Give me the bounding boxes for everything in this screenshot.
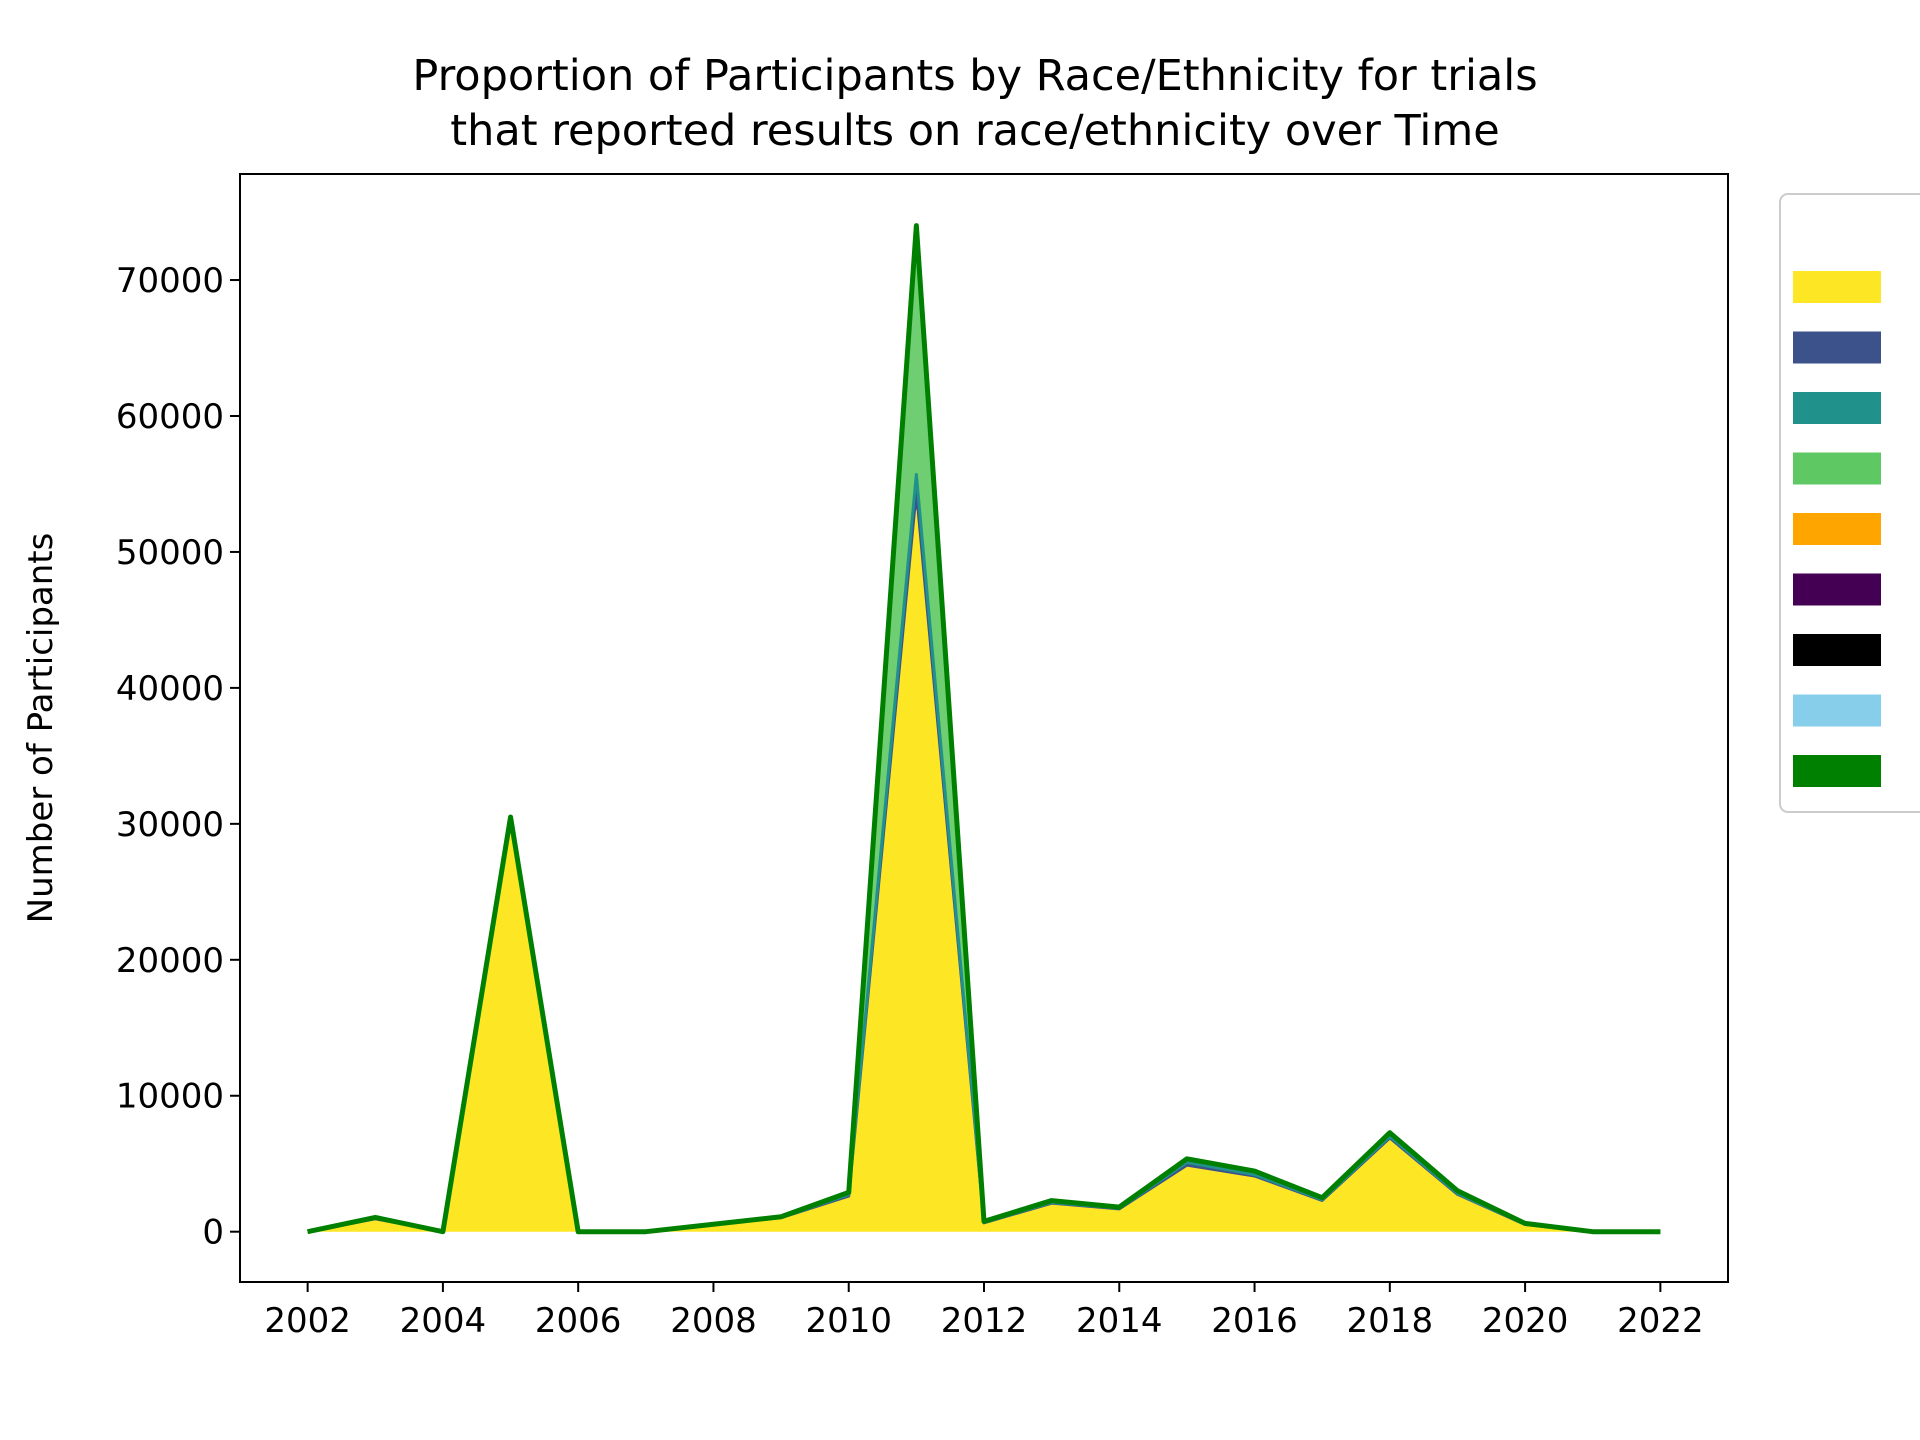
y-tick-label: 0: [202, 1213, 224, 1253]
x-tick-label: 2010: [805, 1301, 892, 1341]
legend-swatch-6: [1793, 573, 1881, 606]
x-tick-label: 2018: [1347, 1301, 1434, 1341]
legend: [1779, 193, 1920, 813]
y-axis: 0 10000 20000 30000 40000 50000 60000 70000: [116, 261, 240, 1253]
x-tick-label: 2014: [1076, 1301, 1163, 1341]
area-series-group: [307, 225, 1661, 1232]
legend-swatch-2: [1793, 331, 1881, 364]
legend-swatch-9: [1793, 755, 1881, 787]
legend-swatch-1: [1793, 271, 1881, 303]
y-tick-label: 50000: [116, 533, 224, 573]
x-tick-label: 2020: [1482, 1301, 1569, 1341]
x-tick-label: 2006: [535, 1301, 622, 1341]
x-tick-label: 2022: [1617, 1301, 1704, 1341]
area-series-1: [307, 511, 1661, 1232]
legend-swatch-3: [1793, 392, 1881, 424]
y-tick-label: 70000: [116, 261, 224, 301]
legend-swatch-4: [1793, 452, 1881, 485]
chart-title-line-1: Proportion of Participants by Race/Ethni…: [412, 51, 1537, 101]
x-tick-label: 2008: [670, 1301, 757, 1341]
y-tick-label: 60000: [116, 397, 224, 437]
y-tick-label: 10000: [116, 1077, 224, 1117]
y-tick-label: 30000: [116, 805, 224, 845]
x-tick-label: 2016: [1211, 1301, 1298, 1341]
line-series-9: [307, 223, 1661, 1235]
x-tick-label: 2004: [400, 1301, 487, 1341]
x-tick-label: 2012: [941, 1301, 1028, 1341]
legend-swatch-5: [1793, 513, 1881, 545]
y-tick-label: 20000: [116, 941, 224, 981]
x-tick-label: 2002: [264, 1301, 351, 1341]
legend-swatch-8: [1793, 694, 1881, 727]
y-tick-label: 40000: [116, 669, 224, 709]
y-axis-label: Number of Participants: [21, 533, 61, 924]
line-series-group: [307, 223, 1661, 1235]
legend-swatch-7: [1793, 634, 1881, 666]
x-axis: 2002 2004 2006 2008 2010 2012 2014 2016 2018 2020…: [264, 1282, 1704, 1341]
chart-title-line-2: that reported results on race/ethnicity …: [450, 106, 1499, 156]
